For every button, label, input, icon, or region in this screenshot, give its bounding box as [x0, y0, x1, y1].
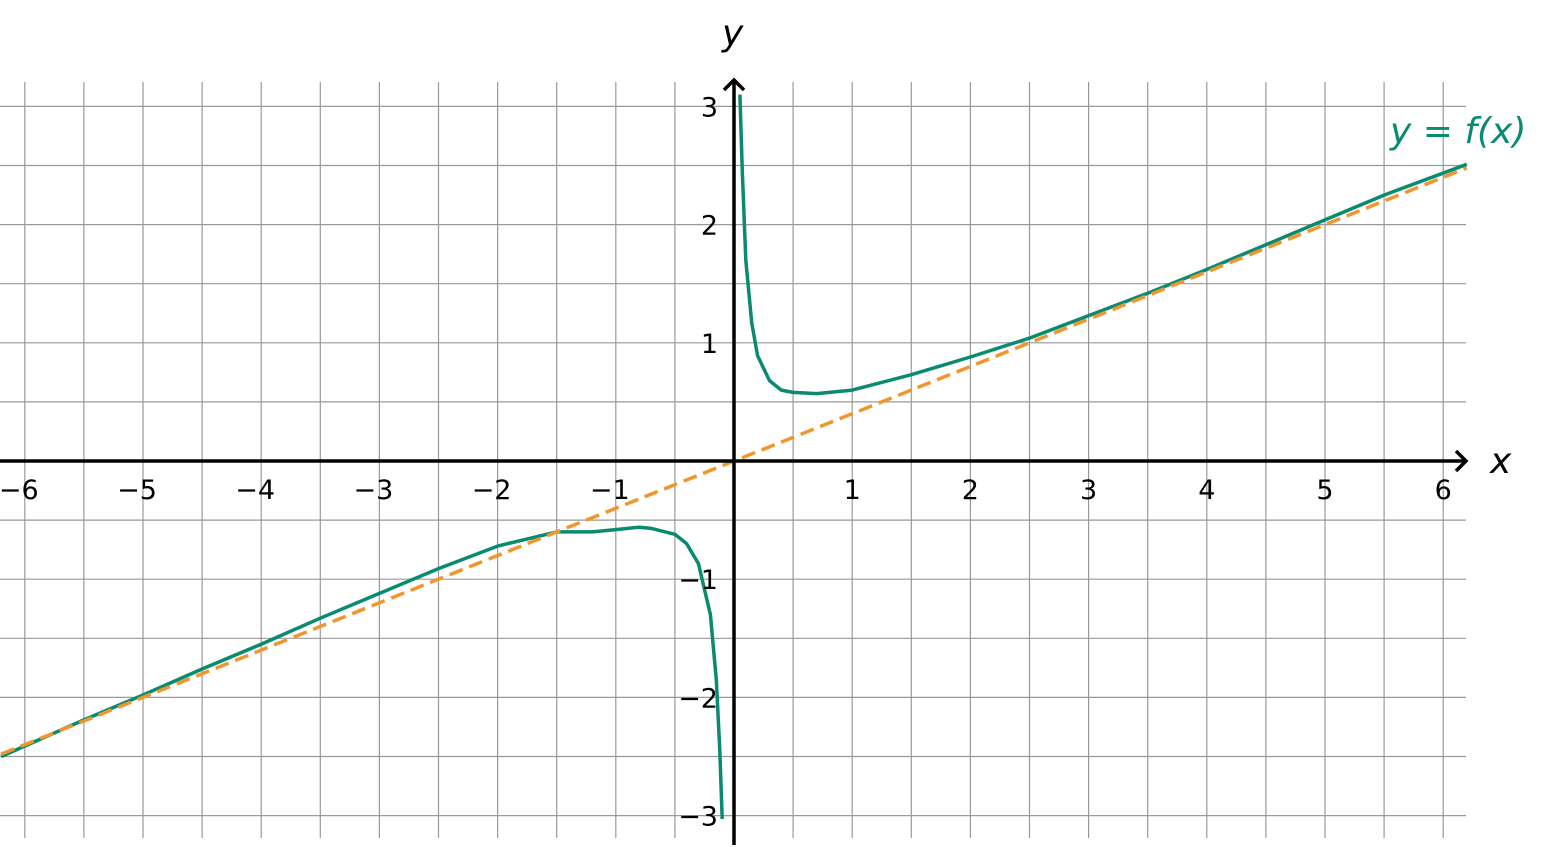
curve-label: y = f(x) — [1389, 111, 1526, 152]
x-tick-label: −1 — [590, 475, 630, 506]
x-tick-label: 6 — [1435, 475, 1452, 506]
x-tick-label: −4 — [235, 475, 275, 506]
x-tick-label: 2 — [962, 475, 979, 506]
x-tick-label: 1 — [844, 475, 861, 506]
y-tick-label: 3 — [701, 92, 718, 123]
x-tick-label: 3 — [1080, 475, 1097, 506]
y-axis-label: y — [721, 13, 744, 54]
x-axis-label: x — [1489, 441, 1512, 482]
x-tick-label: −2 — [472, 475, 512, 506]
axes — [0, 77, 1469, 845]
curve-branch-2 — [738, 94, 1468, 396]
curve-branch-1 — [0, 525, 724, 820]
x-tick-label: 5 — [1316, 475, 1333, 506]
tick-labels: −6 −5 −4 −3 −2 −1 1 2 3 4 5 6 3 2 1 −1 −2 −3 — [0, 92, 1452, 832]
x-tick-label: −6 — [0, 475, 39, 506]
y-tick-label: 1 — [701, 329, 718, 360]
y-tick-label: −3 — [678, 802, 718, 833]
x-tick-label: −3 — [353, 475, 393, 506]
x-tick-label: 4 — [1198, 475, 1215, 506]
y-tick-label: −2 — [678, 683, 718, 714]
y-axis-arrow-icon — [722, 77, 746, 92]
y-tick-label: 2 — [701, 211, 718, 242]
x-axis-arrow-icon — [1454, 449, 1469, 473]
x-tick-label: −5 — [117, 475, 157, 506]
y-tick-label: −1 — [678, 565, 718, 596]
